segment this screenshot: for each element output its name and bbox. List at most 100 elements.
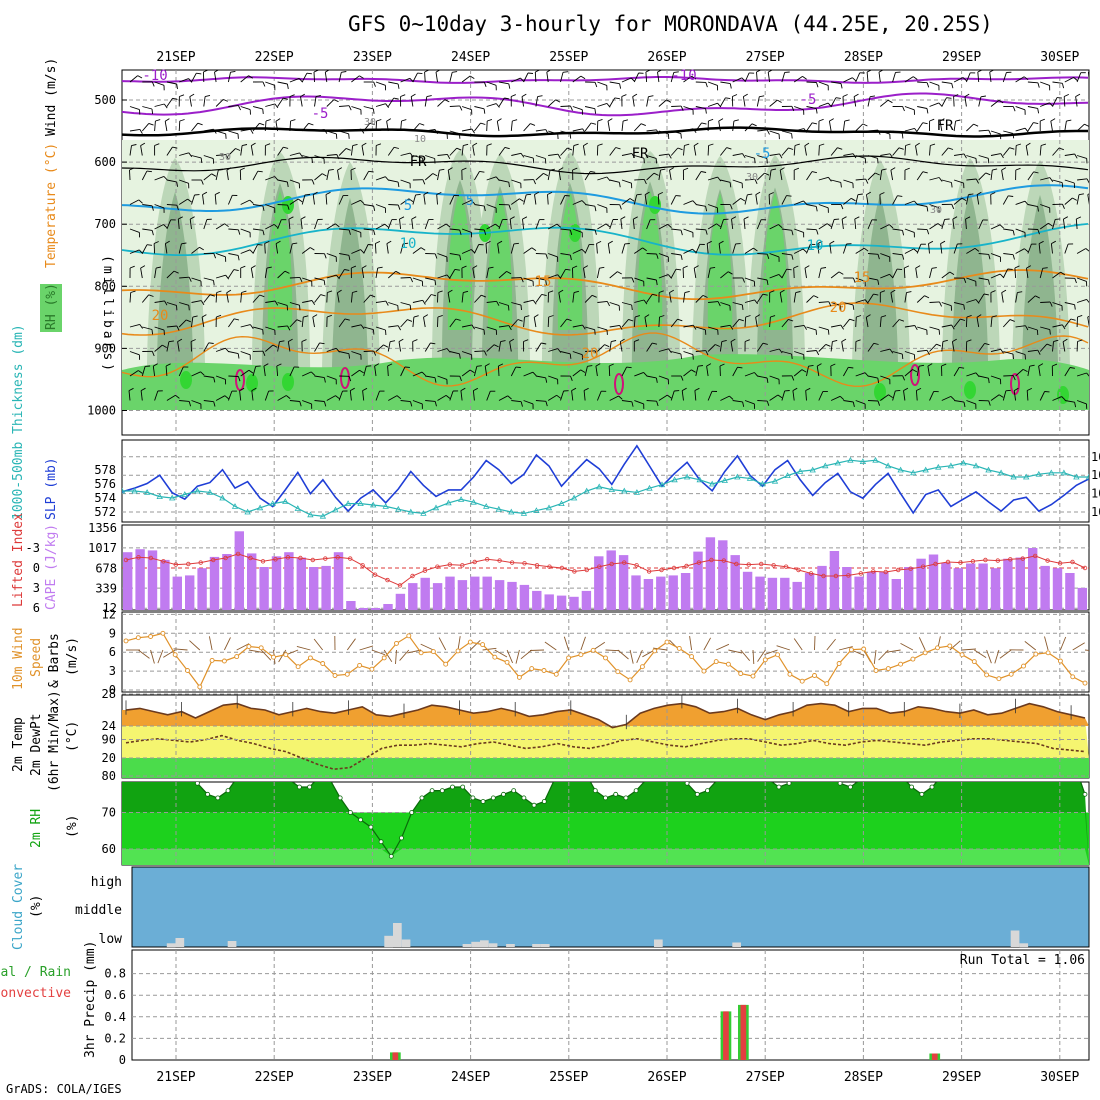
wind-barb	[939, 121, 943, 132]
wind-barb	[375, 300, 386, 303]
rh2m-tick-label: 90	[102, 733, 116, 747]
wind-barb-flag	[237, 105, 242, 111]
wind-barb-flag	[463, 143, 469, 147]
wind-barb	[560, 253, 571, 256]
wind-barb-flag	[614, 97, 620, 100]
precip-axis: 0.80.60.40.20	[104, 967, 126, 1067]
thickness-marker	[332, 506, 339, 513]
wind-barb-flag	[582, 128, 586, 134]
wind-barb	[424, 71, 426, 83]
lifted-index-marker	[721, 558, 726, 563]
wind-barb	[240, 228, 251, 233]
surface-wind-barb	[1024, 641, 1037, 651]
temperature-contour	[122, 126, 1088, 138]
wind-barb	[424, 219, 429, 230]
wind-barb-flag	[361, 142, 367, 146]
wind-barb	[277, 81, 288, 85]
wind-barb-flag	[168, 340, 174, 343]
wind-barb	[953, 197, 963, 205]
wind-barb	[658, 316, 660, 328]
bottom-date-label: 27SEP	[746, 1070, 785, 1085]
lifted-index-marker	[410, 573, 415, 579]
low-cloud-bar	[393, 923, 402, 947]
wind-barb-flag	[372, 108, 375, 114]
cape-bar	[1015, 557, 1025, 610]
wind-barb	[509, 219, 512, 230]
wind-barb	[596, 243, 598, 254]
wind-barb	[756, 71, 758, 83]
rh2m-marker	[694, 791, 700, 797]
wind-barb-flag	[321, 173, 327, 177]
wind-barb	[251, 390, 254, 401]
wind-barb	[1039, 268, 1044, 279]
wind-barb-flag	[1013, 387, 1019, 391]
wind-barb-flag	[373, 230, 376, 236]
wind-barb-flag	[779, 153, 783, 159]
wind-barb-flag	[299, 277, 303, 283]
wind-speed-marker	[295, 664, 301, 670]
wind-barb-flag	[669, 289, 675, 293]
wind-barb-flag	[640, 123, 646, 127]
wind-barb	[781, 228, 792, 231]
wind-barb	[609, 179, 620, 183]
wind-barb	[695, 244, 701, 254]
wind-barb	[757, 277, 768, 281]
wind-barb	[474, 228, 485, 231]
wind-barb	[560, 269, 566, 279]
wind-barb-flag	[961, 197, 967, 201]
wind-barb	[917, 349, 928, 352]
wind-barb-flag	[931, 267, 937, 269]
wind-barb-flag	[766, 400, 770, 406]
wind-barb-flag	[1078, 193, 1084, 196]
wind-barb-flag	[754, 299, 758, 305]
wind-barb	[718, 243, 721, 254]
wind-barb	[720, 324, 731, 328]
wind-barb-flag	[397, 182, 400, 188]
wind-barb-flag	[1023, 76, 1029, 81]
wind-barb	[928, 243, 930, 254]
wind-speed-marker	[209, 657, 215, 663]
wind-barb	[1003, 351, 1014, 355]
wind-barb-flag	[583, 265, 589, 269]
wind-barb	[496, 121, 500, 132]
wind-barb	[302, 277, 312, 282]
wind-barb-flag	[240, 167, 245, 171]
wind-barb-flag	[1049, 301, 1053, 307]
wind-barb-flag	[832, 339, 838, 343]
wind-barb-flag	[590, 122, 597, 125]
precip-label-total: Total / Rain	[0, 965, 71, 980]
wind-barb	[646, 400, 657, 402]
wind-barb-flag	[905, 143, 911, 146]
wind-barb-flag	[434, 253, 438, 259]
wind-barb	[154, 326, 165, 331]
wind-barb	[707, 102, 718, 107]
wind-barb	[1040, 326, 1050, 331]
rh-bright-spot	[874, 383, 886, 401]
wind-barb	[264, 268, 268, 279]
wind-barb-flag	[148, 122, 154, 126]
wind-barb	[326, 347, 337, 352]
wind-barb	[646, 294, 653, 303]
wind-barb-flag	[303, 315, 309, 318]
wind-barb	[867, 155, 878, 159]
wind-barb-flag	[264, 240, 270, 244]
wind-barb-flag	[852, 153, 857, 159]
wind-barb-flag	[667, 394, 672, 399]
wind-barb	[215, 395, 226, 401]
wind-barb	[842, 121, 846, 132]
wind-barb	[1064, 153, 1075, 156]
wind-barb	[486, 103, 497, 107]
wind-barb	[769, 170, 772, 181]
wind-barb-flag	[975, 178, 979, 184]
wind-barb	[658, 274, 669, 279]
wind-barb	[560, 351, 571, 355]
wind-barb-flag	[951, 182, 953, 188]
wind-barb	[929, 177, 940, 181]
wind-barb	[386, 243, 389, 254]
surface-wind-barb	[346, 638, 356, 651]
wind-barb-flag	[423, 314, 429, 318]
wind-barb-flag	[795, 291, 801, 294]
wind-barb	[978, 129, 989, 132]
wind-barb-flag	[866, 191, 872, 195]
wind-barb-flag	[1075, 93, 1081, 97]
